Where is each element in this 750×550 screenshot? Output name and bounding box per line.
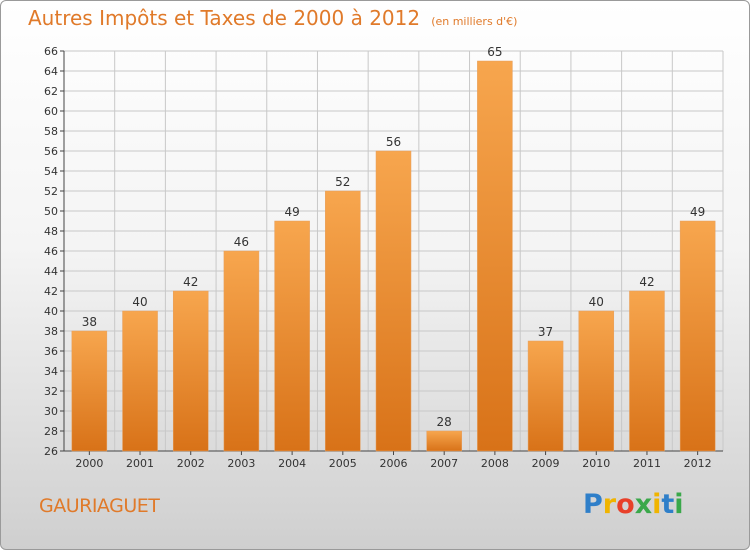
y-tick-label: 32 (44, 385, 58, 398)
logo-letter: i (652, 489, 662, 520)
logo-letter: x (634, 489, 653, 520)
y-tick-label: 54 (44, 165, 58, 178)
logo-letter: r (602, 489, 617, 520)
data-label: 46 (234, 235, 249, 249)
x-tick-label: 2011 (633, 457, 661, 470)
data-label: 56 (386, 135, 401, 149)
x-tick-label: 2009 (532, 457, 560, 470)
proxiti-logo: Proxiti (583, 489, 684, 520)
data-label: 40 (132, 295, 147, 309)
y-tick-label: 50 (44, 205, 58, 218)
y-tick-label: 40 (44, 305, 58, 318)
data-label: 40 (589, 295, 604, 309)
logo-letter: o (616, 489, 635, 520)
x-tick-label: 2003 (227, 457, 255, 470)
x-tick-label: 2012 (684, 457, 712, 470)
y-tick-label: 46 (44, 245, 58, 258)
y-tick-label: 48 (44, 225, 58, 238)
x-tick-label: 2005 (329, 457, 357, 470)
bar (527, 340, 564, 452)
bar (375, 150, 412, 452)
x-tick-label: 2008 (481, 457, 509, 470)
commune-name: GAURIAGUET (39, 495, 160, 517)
data-label: 49 (690, 205, 705, 219)
bar (172, 290, 209, 452)
y-tick-label: 52 (44, 185, 58, 198)
y-tick-label: 30 (44, 405, 58, 418)
bar (325, 190, 361, 452)
y-tick-label: 36 (44, 345, 58, 358)
logo-letter: i (674, 489, 684, 520)
bar (223, 250, 260, 452)
x-tick-label: 2006 (380, 457, 408, 470)
y-tick-label: 60 (44, 105, 58, 118)
bars (71, 60, 716, 452)
y-tick-label: 64 (44, 65, 58, 78)
x-tick-label: 2002 (177, 457, 205, 470)
y-tick-label: 66 (44, 45, 58, 58)
chart-title-block: Autres Impôts et Taxes de 2000 à 2012 (e… (28, 6, 517, 30)
x-tick-label: 2004 (278, 457, 306, 470)
y-tick-label: 26 (44, 445, 58, 458)
bar (477, 60, 513, 452)
data-label: 49 (284, 205, 299, 219)
bar (578, 310, 615, 452)
logo-letter: t (661, 489, 675, 520)
data-label: 28 (437, 415, 452, 429)
y-tick-label: 62 (44, 85, 58, 98)
data-label: 65 (487, 45, 502, 59)
data-label: 42 (183, 275, 198, 289)
bar (629, 290, 665, 452)
chart-unit: (en milliers d'€) (431, 15, 518, 28)
y-tick-label: 58 (44, 125, 58, 138)
y-tick-label: 34 (44, 365, 58, 378)
x-tick-label: 2010 (582, 457, 610, 470)
data-label: 52 (335, 175, 350, 189)
x-tick-label: 2007 (430, 457, 458, 470)
labels: 26 28 30 32 34 36 38 40 42 44 46 48 50 52 54 56 58 60 62 64… (44, 45, 712, 470)
data-label: 42 (639, 275, 654, 289)
y-tick-label: 44 (44, 265, 58, 278)
x-tick-label: 2001 (126, 457, 154, 470)
data-label: 38 (82, 315, 97, 329)
chart-title: Autres Impôts et Taxes de 2000 à 2012 (28, 6, 421, 30)
bar (274, 220, 310, 452)
y-tick-label: 38 (44, 325, 58, 338)
bar (679, 220, 716, 452)
bar (122, 310, 158, 452)
bar (426, 430, 462, 452)
y-tick-label: 56 (44, 145, 58, 158)
x-tick-label: 2000 (75, 457, 103, 470)
y-tick-label: 42 (44, 285, 58, 298)
y-tick-label: 28 (44, 425, 58, 438)
logo-letter: P (583, 489, 603, 520)
data-label: 37 (538, 325, 553, 339)
bar (71, 330, 108, 452)
